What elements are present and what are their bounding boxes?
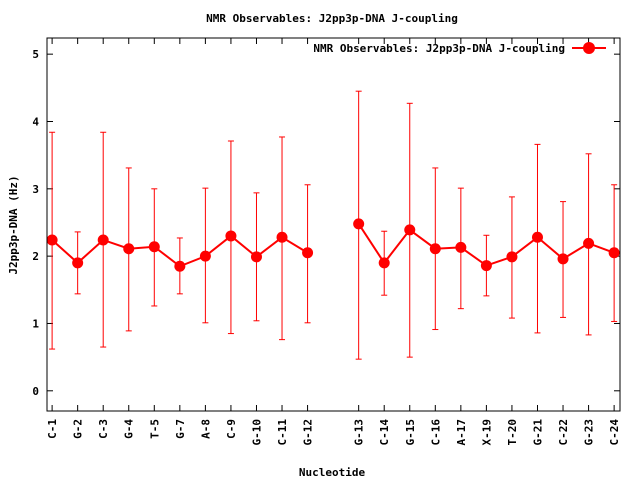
data-point [404, 224, 416, 236]
y-tick-label: 5 [32, 48, 39, 61]
legend-marker [583, 42, 595, 54]
x-tick-label: T-5 [148, 419, 161, 439]
data-point [480, 260, 492, 272]
legend-label: NMR Observables: J2pp3p-DNA J-coupling [313, 42, 565, 55]
data-point [225, 230, 237, 242]
chart-title: NMR Observables: J2pp3p-DNA J-coupling [206, 12, 458, 25]
y-tick-label: 3 [32, 183, 39, 196]
x-tick-label: G-12 [302, 419, 315, 446]
data-point [250, 251, 262, 263]
x-tick-label: A-17 [455, 419, 468, 446]
data-point [429, 243, 441, 255]
data-point [97, 234, 109, 246]
x-tick-label: C-1 [46, 419, 59, 439]
y-tick-label: 1 [32, 317, 39, 330]
x-tick-label: C-22 [557, 419, 570, 446]
plot-frame [46, 37, 621, 412]
x-tick-label: C-11 [276, 419, 289, 446]
x-tick-label: X-19 [480, 419, 493, 446]
data-point [557, 253, 569, 265]
x-tick-label: G-2 [72, 419, 85, 439]
data-point [608, 247, 620, 259]
data-point [72, 257, 84, 269]
x-tick-label: G-10 [250, 419, 263, 446]
x-tick-label: G-15 [404, 419, 417, 446]
data-point [455, 241, 467, 253]
legend: NMR Observables: J2pp3p-DNA J-coupling [313, 42, 606, 55]
data-point [506, 251, 518, 263]
y-tick-label: 2 [32, 250, 39, 263]
data-point [276, 231, 288, 243]
x-tick-label: G-21 [531, 419, 544, 446]
data-point [46, 234, 58, 246]
x-tick-label: C-24 [608, 419, 621, 446]
data-point [353, 218, 365, 230]
x-axis-label: Nucleotide [299, 466, 366, 479]
x-tick-label: C-16 [429, 419, 442, 446]
data-point [199, 250, 211, 262]
y-tick-label: 0 [32, 385, 39, 398]
x-tick-label: C-14 [378, 419, 391, 446]
data-point [123, 243, 135, 255]
y-tick-label: 4 [32, 115, 39, 128]
x-tick-label: G-4 [123, 419, 136, 439]
x-tick-label: C-9 [225, 419, 238, 439]
x-tick-label: G-23 [583, 419, 596, 446]
data-point [148, 241, 160, 253]
data-point [378, 257, 390, 269]
data-point [174, 260, 186, 272]
data-point [531, 231, 543, 243]
x-tick-label: T-20 [506, 419, 519, 446]
x-tick-label: G-13 [353, 419, 366, 446]
x-tick-label: G-7 [174, 419, 187, 439]
x-tick-label: C-3 [97, 419, 110, 439]
x-tick-label: A-8 [199, 419, 212, 439]
data-point [583, 237, 595, 249]
data-point [302, 247, 314, 259]
y-axis-label: J2pp3p-DNA (Hz) [7, 175, 20, 274]
